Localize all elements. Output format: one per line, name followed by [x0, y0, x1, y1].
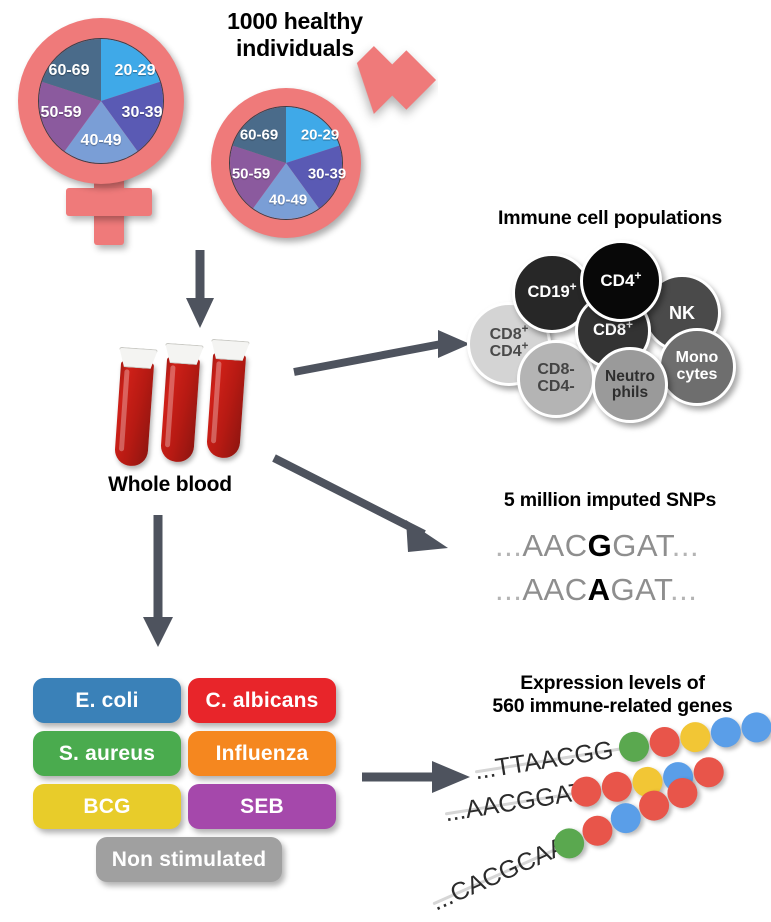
section-title-immune-cells: Immune cell populations: [497, 207, 722, 229]
stimulation-label: Influenza: [215, 741, 309, 765]
cohort-title-line-1: 1000 healthy: [227, 8, 363, 34]
stimulation-non-stimulated[interactable]: Non stimulated: [96, 837, 282, 882]
immune-cell-label: CD8+: [593, 317, 633, 340]
section-title-expression: Expression levels of 560 immune-related …: [460, 672, 765, 718]
snp-lead: AAC: [522, 572, 588, 607]
stimulation-c-albicans[interactable]: C. albicans: [188, 678, 336, 723]
pie-label-50-59: 50-59: [40, 104, 82, 121]
expression-bead: [647, 724, 682, 760]
expression-bead: [616, 729, 652, 764]
pie-label-40-49: 40-49: [268, 191, 308, 209]
cohort-title-line-2: individuals: [236, 35, 354, 62]
strand-sequence: ...CACGCAA: [427, 831, 571, 917]
pie-label-50-59: 50-59: [231, 165, 271, 183]
immune-cell-label: CD8- CD4-: [537, 361, 575, 395]
expression-title-line-1: Expression levels of: [520, 672, 705, 694]
stimulation-label: Non stimulated: [111, 847, 267, 871]
snp-lead: AAC: [522, 528, 588, 563]
expression-bead: [678, 719, 713, 755]
blood-tube: [205, 339, 247, 460]
snp-suffix: ...: [669, 572, 698, 607]
expression-bead: [739, 710, 771, 745]
pie-label-30-39: 30-39: [121, 104, 163, 121]
arrow-cohort-to-blood: [186, 250, 214, 328]
snp-sequence-row-2: ...AACAGAT...: [495, 572, 697, 608]
snp-tail: GAT: [610, 572, 670, 607]
pie-label-30-39: 30-39: [307, 165, 347, 183]
arrow-blood-to-snps: [272, 454, 448, 552]
snp-prefix: ...: [495, 572, 523, 607]
pie-label-60-69: 60-69: [239, 126, 279, 144]
snp-prefix: ...: [495, 528, 523, 563]
stimulation-e-coli[interactable]: E. coli: [33, 678, 181, 723]
gene-expression-strands: ...TTAACGG ...AACGGAT ...CACGCAA: [427, 710, 771, 916]
male-symbol-arrow: [356, 46, 437, 114]
immune-cell-label: Neutro phils: [605, 367, 655, 401]
arrow-blood-to-stimulations: [143, 515, 173, 647]
stimulation-label: S. aureus: [58, 741, 156, 765]
section-title-snps: 5 million imputed SNPs: [503, 489, 717, 511]
expression-title-line-2: 560 immune-related genes: [492, 695, 733, 717]
page-title-cohort: 1000 healthy individuals: [175, 8, 415, 62]
immune-cell-label: CD4+: [600, 268, 642, 291]
pie-label-20-29: 20-29: [114, 62, 156, 79]
stimulation-s-aureus[interactable]: S. aureus: [33, 731, 181, 776]
snp-tail: GAT: [612, 528, 672, 563]
whole-blood-tubes: [113, 339, 268, 480]
immune-cell-label: Mono cytes: [675, 349, 719, 383]
stimulation-label: BCG: [83, 794, 131, 818]
stimulation-influenza[interactable]: Influenza: [188, 731, 336, 776]
stimulation-bcg[interactable]: BCG: [33, 784, 181, 829]
expression-bead: [708, 715, 744, 750]
arrow-blood-to-immune: [293, 330, 470, 376]
immune-cell-cluster: CD8+ CD4+ CD19+ CD4+ NK CD8+ CD8- CD4- Neu…: [455, 240, 765, 423]
age-pie-female: [38, 38, 164, 164]
pie-label-20-29: 20-29: [300, 126, 340, 144]
female-symbol-crossbar: [66, 188, 152, 216]
immune-cell-monocytes: Mono cytes: [658, 328, 736, 406]
arrow-stimulations-to-expression: [362, 761, 470, 793]
immune-cell-label: NK: [669, 302, 695, 323]
pie-label-60-69: 60-69: [48, 62, 90, 79]
immune-cell-label: CD8+ CD4+: [489, 323, 529, 360]
snp-suffix: ...: [671, 528, 700, 563]
age-pie-male: [229, 106, 343, 220]
immune-cell-label: CD19+: [527, 279, 577, 302]
stimulation-seb[interactable]: SEB: [188, 784, 336, 829]
snp-allele: A: [587, 572, 611, 607]
snp-allele: G: [587, 528, 613, 563]
stimulation-panel: E. coli C. albicans S. aureus Influenza …: [33, 678, 343, 898]
male-symbol: 20-29 30-39 40-49 50-59 60-69: [203, 40, 437, 245]
strand-sequence: ...AACGGAT: [442, 777, 587, 828]
immune-cell-neutrophils: Neutro phils: [592, 347, 668, 423]
snp-sequence-row-1: ...AACGGAT...: [495, 528, 699, 564]
pie-label-40-49: 40-49: [80, 132, 122, 149]
female-symbol: 20-29 30-39 40-49 50-59 60-69: [8, 10, 218, 245]
label-whole-blood: Whole blood: [108, 473, 232, 496]
stimulation-label: E. coli: [75, 688, 139, 712]
blood-tube: [113, 347, 155, 468]
stimulation-label: C. albicans: [205, 688, 319, 712]
blood-tube: [159, 343, 201, 464]
immune-cell-cd4: CD4+: [580, 240, 662, 322]
stimulation-label: SEB: [240, 794, 284, 818]
